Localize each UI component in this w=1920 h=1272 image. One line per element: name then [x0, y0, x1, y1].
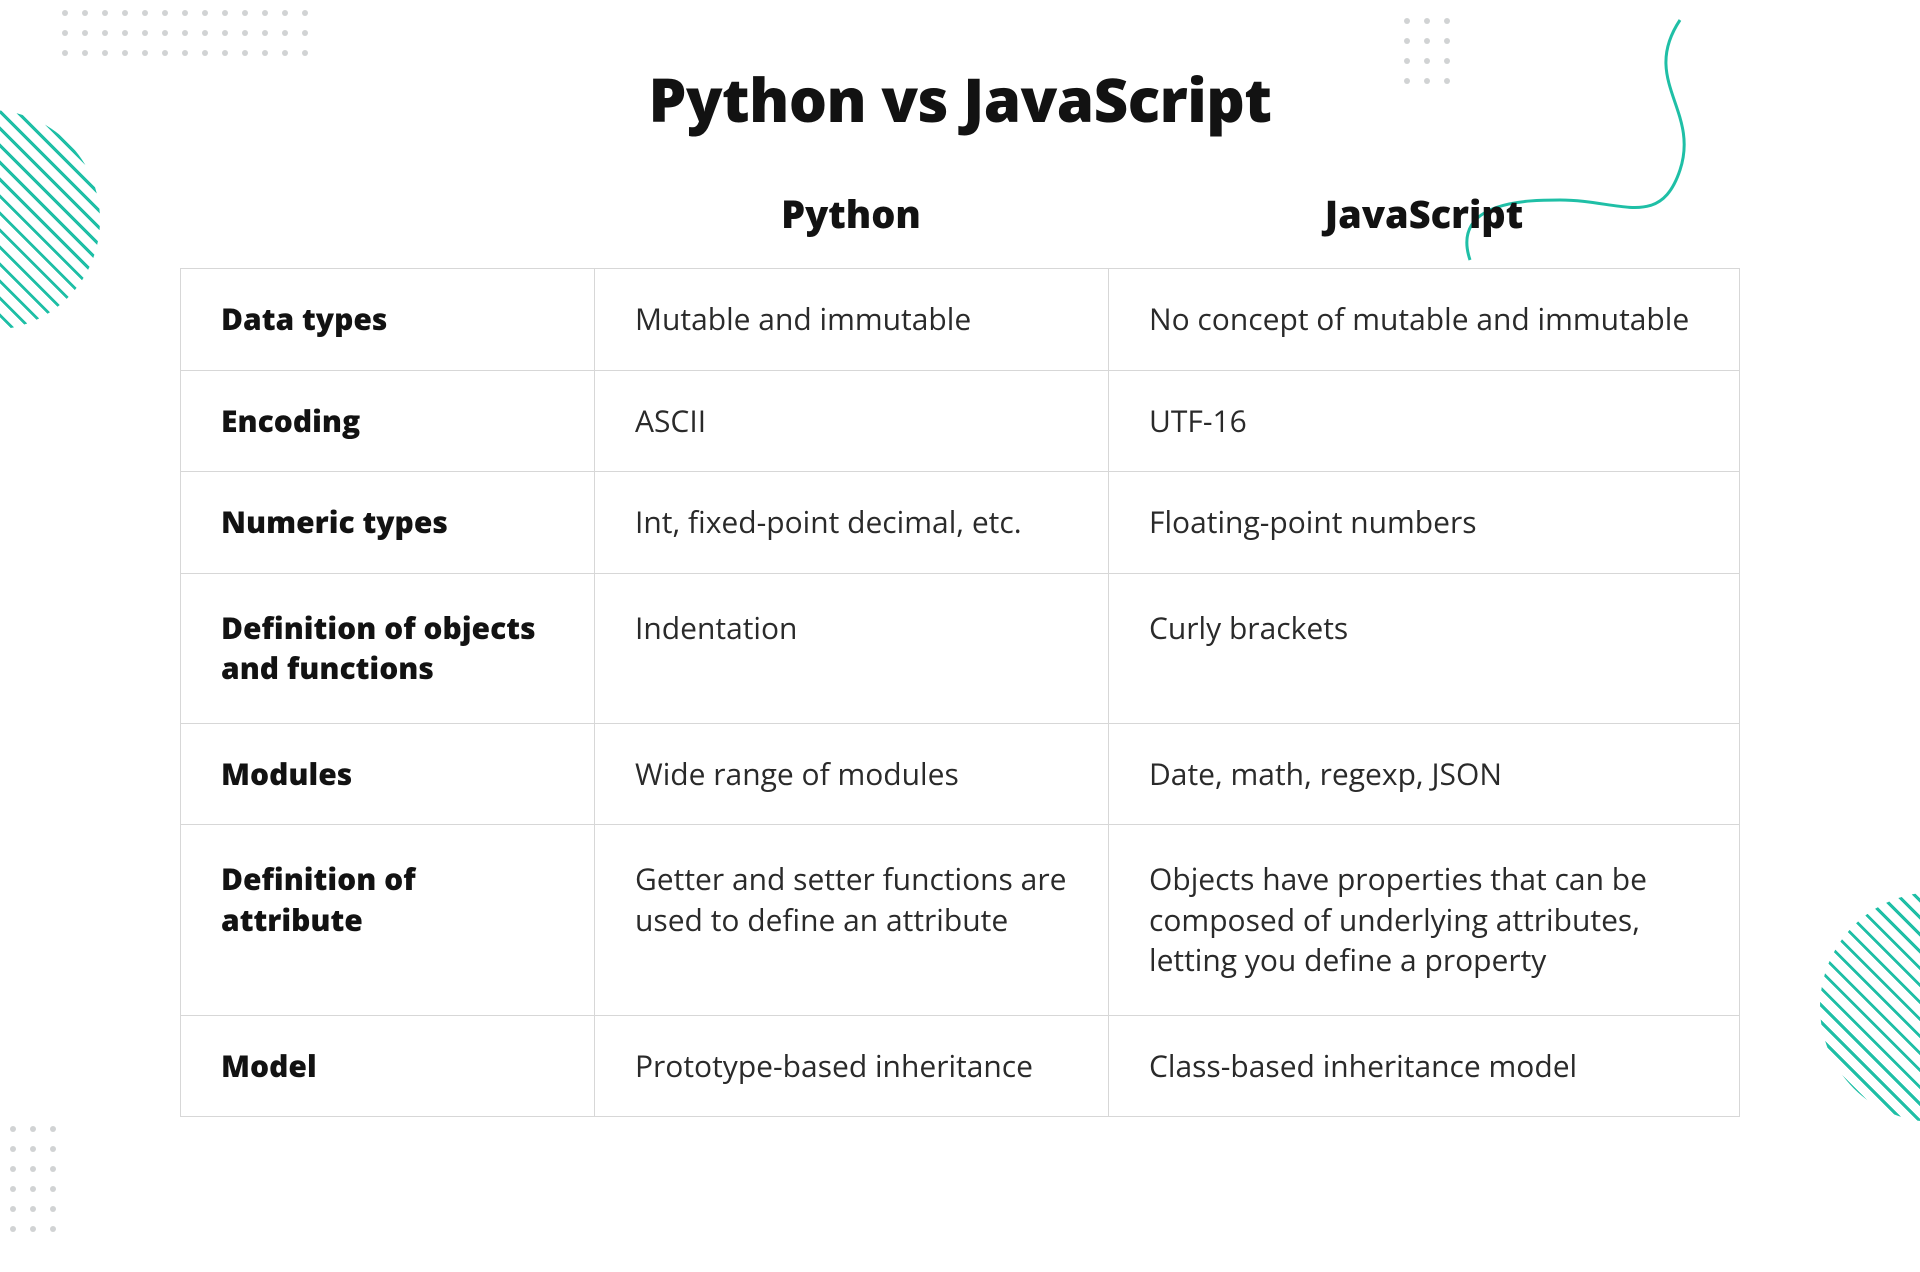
python-cell: Prototype-based inheritance	[595, 1015, 1109, 1117]
javascript-cell: Class-based inheritance model	[1109, 1015, 1740, 1117]
table-row: Modules Wide range of modules Date, math…	[181, 723, 1740, 825]
col-header-javascript: JavaScript	[1108, 188, 1740, 240]
col-header-spacer	[180, 188, 594, 240]
python-cell: Wide range of modules	[595, 723, 1109, 825]
feature-cell: Numeric types	[181, 472, 595, 574]
feature-cell: Model	[181, 1015, 595, 1117]
comparison-table-wrap: Python JavaScript Data types Mutable and…	[180, 188, 1740, 1117]
table-row: Definition of attribute Getter and sette…	[181, 825, 1740, 1016]
page-title: Python vs JavaScript	[0, 58, 1920, 140]
feature-cell: Encoding	[181, 370, 595, 472]
python-cell: Indentation	[595, 573, 1109, 723]
table-row: Definition of objects and functions Inde…	[181, 573, 1740, 723]
python-cell: Int, fixed-point decimal, etc.	[595, 472, 1109, 574]
feature-cell: Definition of attribute	[181, 825, 595, 1016]
feature-cell: Data types	[181, 269, 595, 371]
table-row: Encoding ASCII UTF-16	[181, 370, 1740, 472]
python-cell: Mutable and immutable	[595, 269, 1109, 371]
python-cell: ASCII	[595, 370, 1109, 472]
javascript-cell: Objects have properties that can be comp…	[1109, 825, 1740, 1016]
javascript-cell: No concept of mutable and immutable	[1109, 269, 1740, 371]
python-cell: Getter and setter functions are used to …	[595, 825, 1109, 1016]
table-row: Data types Mutable and immutable No conc…	[181, 269, 1740, 371]
comparison-table: Data types Mutable and immutable No conc…	[180, 268, 1740, 1117]
javascript-cell: Curly brackets	[1109, 573, 1740, 723]
javascript-cell: UTF-16	[1109, 370, 1740, 472]
javascript-cell: Floating-point numbers	[1109, 472, 1740, 574]
table-row: Numeric types Int, fixed-point decimal, …	[181, 472, 1740, 574]
column-headers: Python JavaScript	[180, 188, 1740, 240]
feature-cell: Modules	[181, 723, 595, 825]
table-row: Model Prototype-based inheritance Class-…	[181, 1015, 1740, 1117]
feature-cell: Definition of objects and functions	[181, 573, 595, 723]
javascript-cell: Date, math, regexp, JSON	[1109, 723, 1740, 825]
col-header-python: Python	[594, 188, 1108, 240]
